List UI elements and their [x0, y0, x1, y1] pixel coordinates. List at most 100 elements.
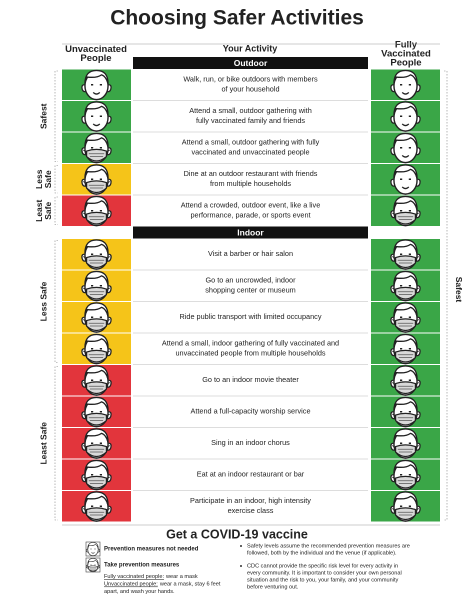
mask-pleats [88, 153, 105, 157]
ears [81, 316, 112, 325]
ears [81, 210, 112, 219]
note-term: Unvaccinated people: [104, 582, 158, 588]
hair [87, 558, 99, 565]
ears [390, 147, 421, 156]
mask-pleats [397, 259, 414, 264]
side-label: Least Safe [38, 422, 48, 465]
activity-text: Attend a small, outdoor gathering with [189, 106, 312, 115]
hair [393, 195, 418, 210]
mask-pleats [88, 511, 105, 516]
ears [81, 285, 112, 294]
hair [393, 302, 418, 317]
column-header: People [80, 53, 111, 64]
activity-text: fully vaccinated family and friends [196, 116, 305, 125]
smile [91, 552, 95, 554]
hair [84, 69, 109, 84]
activity-text: exercise class [228, 506, 274, 515]
mask [85, 180, 108, 194]
side-label-text: Least Safe [38, 422, 48, 465]
face-icon [81, 396, 112, 428]
bullet-text: Safety levels assume the recommended pre… [247, 543, 410, 549]
activity-text: Attend a small, indoor gathering of full… [162, 339, 339, 348]
mask-straps [83, 181, 110, 185]
face-icon [81, 195, 112, 227]
section-name: Outdoor [234, 58, 268, 68]
hair [393, 239, 418, 254]
side-label: Less Safe [34, 169, 53, 189]
ears [390, 115, 421, 124]
mask [85, 507, 108, 521]
side-bracket [54, 366, 58, 521]
ears [81, 474, 112, 483]
bullet [240, 565, 242, 567]
column-header: Your Activity [223, 43, 278, 53]
face-icon [81, 132, 112, 164]
mask [394, 412, 417, 426]
mask-straps [83, 382, 110, 386]
side-label-text: Safest [38, 103, 48, 129]
column-header: People [390, 58, 421, 69]
column-header: Vaccinated [381, 49, 431, 60]
note-term: Fully vaccinated people: [104, 574, 164, 580]
title: Choosing Safer Activities [110, 7, 364, 30]
ears [390, 411, 421, 420]
mask-straps [392, 256, 419, 260]
activity-text: of your household [221, 85, 279, 94]
mask-straps [392, 445, 419, 449]
activity-text: Sing in an indoor chorus [211, 438, 290, 447]
hair [84, 365, 109, 380]
ears [390, 253, 421, 262]
mask-pleats [88, 417, 105, 421]
ears [390, 316, 421, 325]
mask-straps [83, 476, 110, 480]
mask-pleats [88, 322, 105, 327]
face-icon [81, 164, 112, 195]
hair [393, 164, 418, 179]
section-name: Indoor [237, 227, 264, 237]
face-icon [81, 101, 112, 132]
smile [401, 91, 410, 95]
mask-pleats [397, 511, 414, 516]
hair [84, 459, 109, 474]
mask-straps [83, 508, 110, 512]
face-icon [390, 132, 421, 164]
side-label: Least Safe [34, 199, 53, 221]
hair [393, 491, 418, 506]
mask-pleats [88, 291, 105, 295]
side-label-text: Safe [43, 202, 53, 220]
ears [81, 442, 112, 451]
mask-straps [392, 508, 419, 512]
ears [390, 84, 421, 93]
mask [85, 255, 108, 269]
activity-text: Attend a crowded, outdoor event, like a … [181, 201, 321, 210]
column-header: Unvaccinated [65, 44, 127, 55]
hair [84, 428, 109, 443]
ears [390, 210, 421, 219]
hair [393, 428, 418, 443]
legend-note: apart, and wash your hands. [104, 589, 175, 595]
mask [88, 565, 98, 572]
activity-text: shopping center or museum [205, 286, 295, 295]
mask [85, 148, 108, 162]
note-text: wear a mask, stay 6 feet [159, 582, 221, 588]
hair [393, 132, 418, 147]
hair [393, 270, 418, 285]
mask-pleats [397, 322, 414, 327]
mask [85, 318, 108, 332]
face-icon [390, 365, 421, 396]
activity-text: Dine at an outdoor restaurant with frien… [184, 169, 318, 178]
side-bracket [54, 240, 58, 363]
side-label: Less Safe [38, 281, 48, 321]
face-icon [81, 459, 112, 491]
hair [87, 542, 99, 549]
mask [394, 507, 417, 521]
side-label-text: Less [34, 169, 44, 189]
face-icon [390, 491, 421, 522]
face-icon [390, 459, 421, 491]
face-icon [81, 69, 112, 101]
legend-note: Unvaccinated people: wear a mask, stay 6 … [104, 582, 221, 588]
side-label: Safest [38, 103, 48, 129]
mask-straps [86, 565, 100, 568]
side-label-text: Less Safe [38, 281, 48, 321]
hair [393, 101, 418, 116]
